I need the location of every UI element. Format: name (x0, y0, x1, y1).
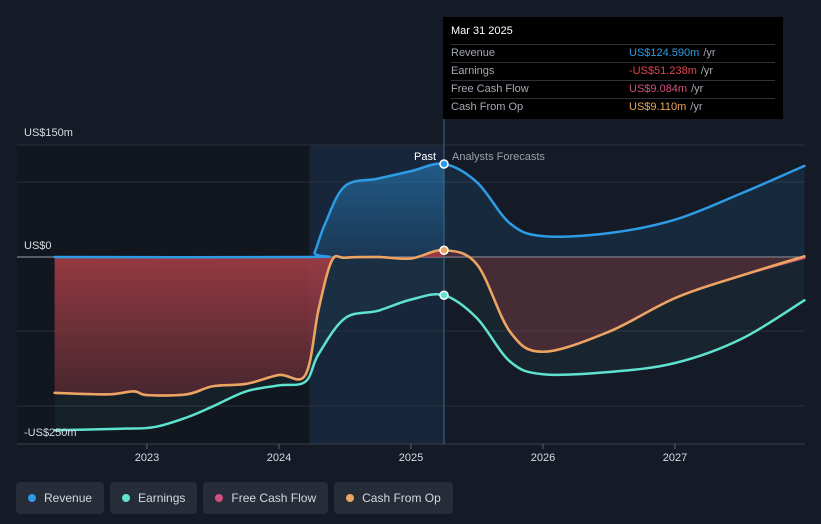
free-cash-flow-dot-icon (215, 494, 224, 502)
tooltip-label: Earnings (451, 65, 495, 77)
revenue-marker (439, 159, 449, 169)
revenue-area-forecast (444, 164, 805, 257)
x-tick-label: 2027 (663, 452, 687, 464)
legend-label: Earnings (138, 491, 186, 505)
legend-item-cash-from-op[interactable]: Cash From Op (334, 482, 453, 514)
forecast-label: Analysts Forecasts (452, 151, 545, 163)
tooltip: Mar 31 2025 Revenue US$124.590m /yr Earn… (443, 17, 783, 119)
legend-item-revenue[interactable]: Revenue (16, 482, 105, 514)
earnings-line (53, 292, 806, 432)
legend-label: Revenue (44, 491, 93, 505)
cash-from-op-line (53, 248, 806, 397)
tooltip-row-revenue: Revenue US$124.590m /yr (451, 45, 775, 63)
y-label-zero: US$0 (24, 240, 52, 252)
tooltip-value: -US$51.238m (629, 65, 697, 77)
tooltip-row-cash-from-op: Cash From Op US$9.110m /yr (451, 99, 775, 116)
free-cash-flow-area (54, 250, 444, 396)
legend-label: Free Cash Flow (231, 491, 317, 505)
x-tick-label: 2026 (531, 452, 555, 464)
free-cash-flow-area-forecast (444, 250, 805, 352)
revenue-line (53, 162, 806, 259)
legend-item-free-cash-flow[interactable]: Free Cash Flow (203, 482, 329, 514)
earnings-marker (439, 290, 449, 300)
tooltip-row-free-cash-flow: Free Cash Flow US$9.084m /yr (451, 81, 775, 99)
tooltip-value: US$9.110m (629, 101, 687, 113)
tooltip-label: Revenue (451, 47, 496, 59)
tooltip-value: US$9.084m (629, 83, 688, 95)
tooltip-unit: /yr (690, 101, 703, 113)
tooltip-unit: /yr (700, 65, 714, 77)
x-tick-label: 2023 (135, 452, 159, 464)
earnings-area (54, 257, 805, 431)
tooltip-unit: /yr (703, 47, 716, 59)
past-label: Past (414, 151, 436, 163)
tooltip-date: Mar 31 2025 (451, 23, 775, 45)
cash-from-op-marker (439, 245, 449, 255)
revenue-dot-icon (28, 494, 36, 502)
tooltip-row-earnings: Earnings -US$51.238m /yr (451, 63, 775, 81)
tooltip-label: Cash From Op (451, 101, 524, 113)
legend-label: Cash From Op (362, 491, 441, 505)
chart: US$150m US$0 -US$250m Past Analysts Forecast… (17, 17, 806, 464)
y-label-top: US$150m (24, 127, 73, 139)
y-label-bottom: -US$250m (24, 427, 77, 439)
x-tick-label: 2025 (399, 452, 423, 464)
cash-from-op-dot-icon (346, 494, 355, 502)
x-tick-label: 2024 (267, 452, 291, 464)
revenue-area (54, 163, 444, 258)
legend-item-earnings[interactable]: Earnings (110, 482, 198, 514)
tooltip-unit: /yr (691, 83, 704, 95)
earnings-dot-icon (122, 494, 131, 502)
legend: Revenue Earnings Free Cash Flow Cash Fro… (16, 482, 453, 514)
tooltip-value: US$124.590m (629, 47, 700, 59)
tooltip-label: Free Cash Flow (451, 83, 529, 95)
